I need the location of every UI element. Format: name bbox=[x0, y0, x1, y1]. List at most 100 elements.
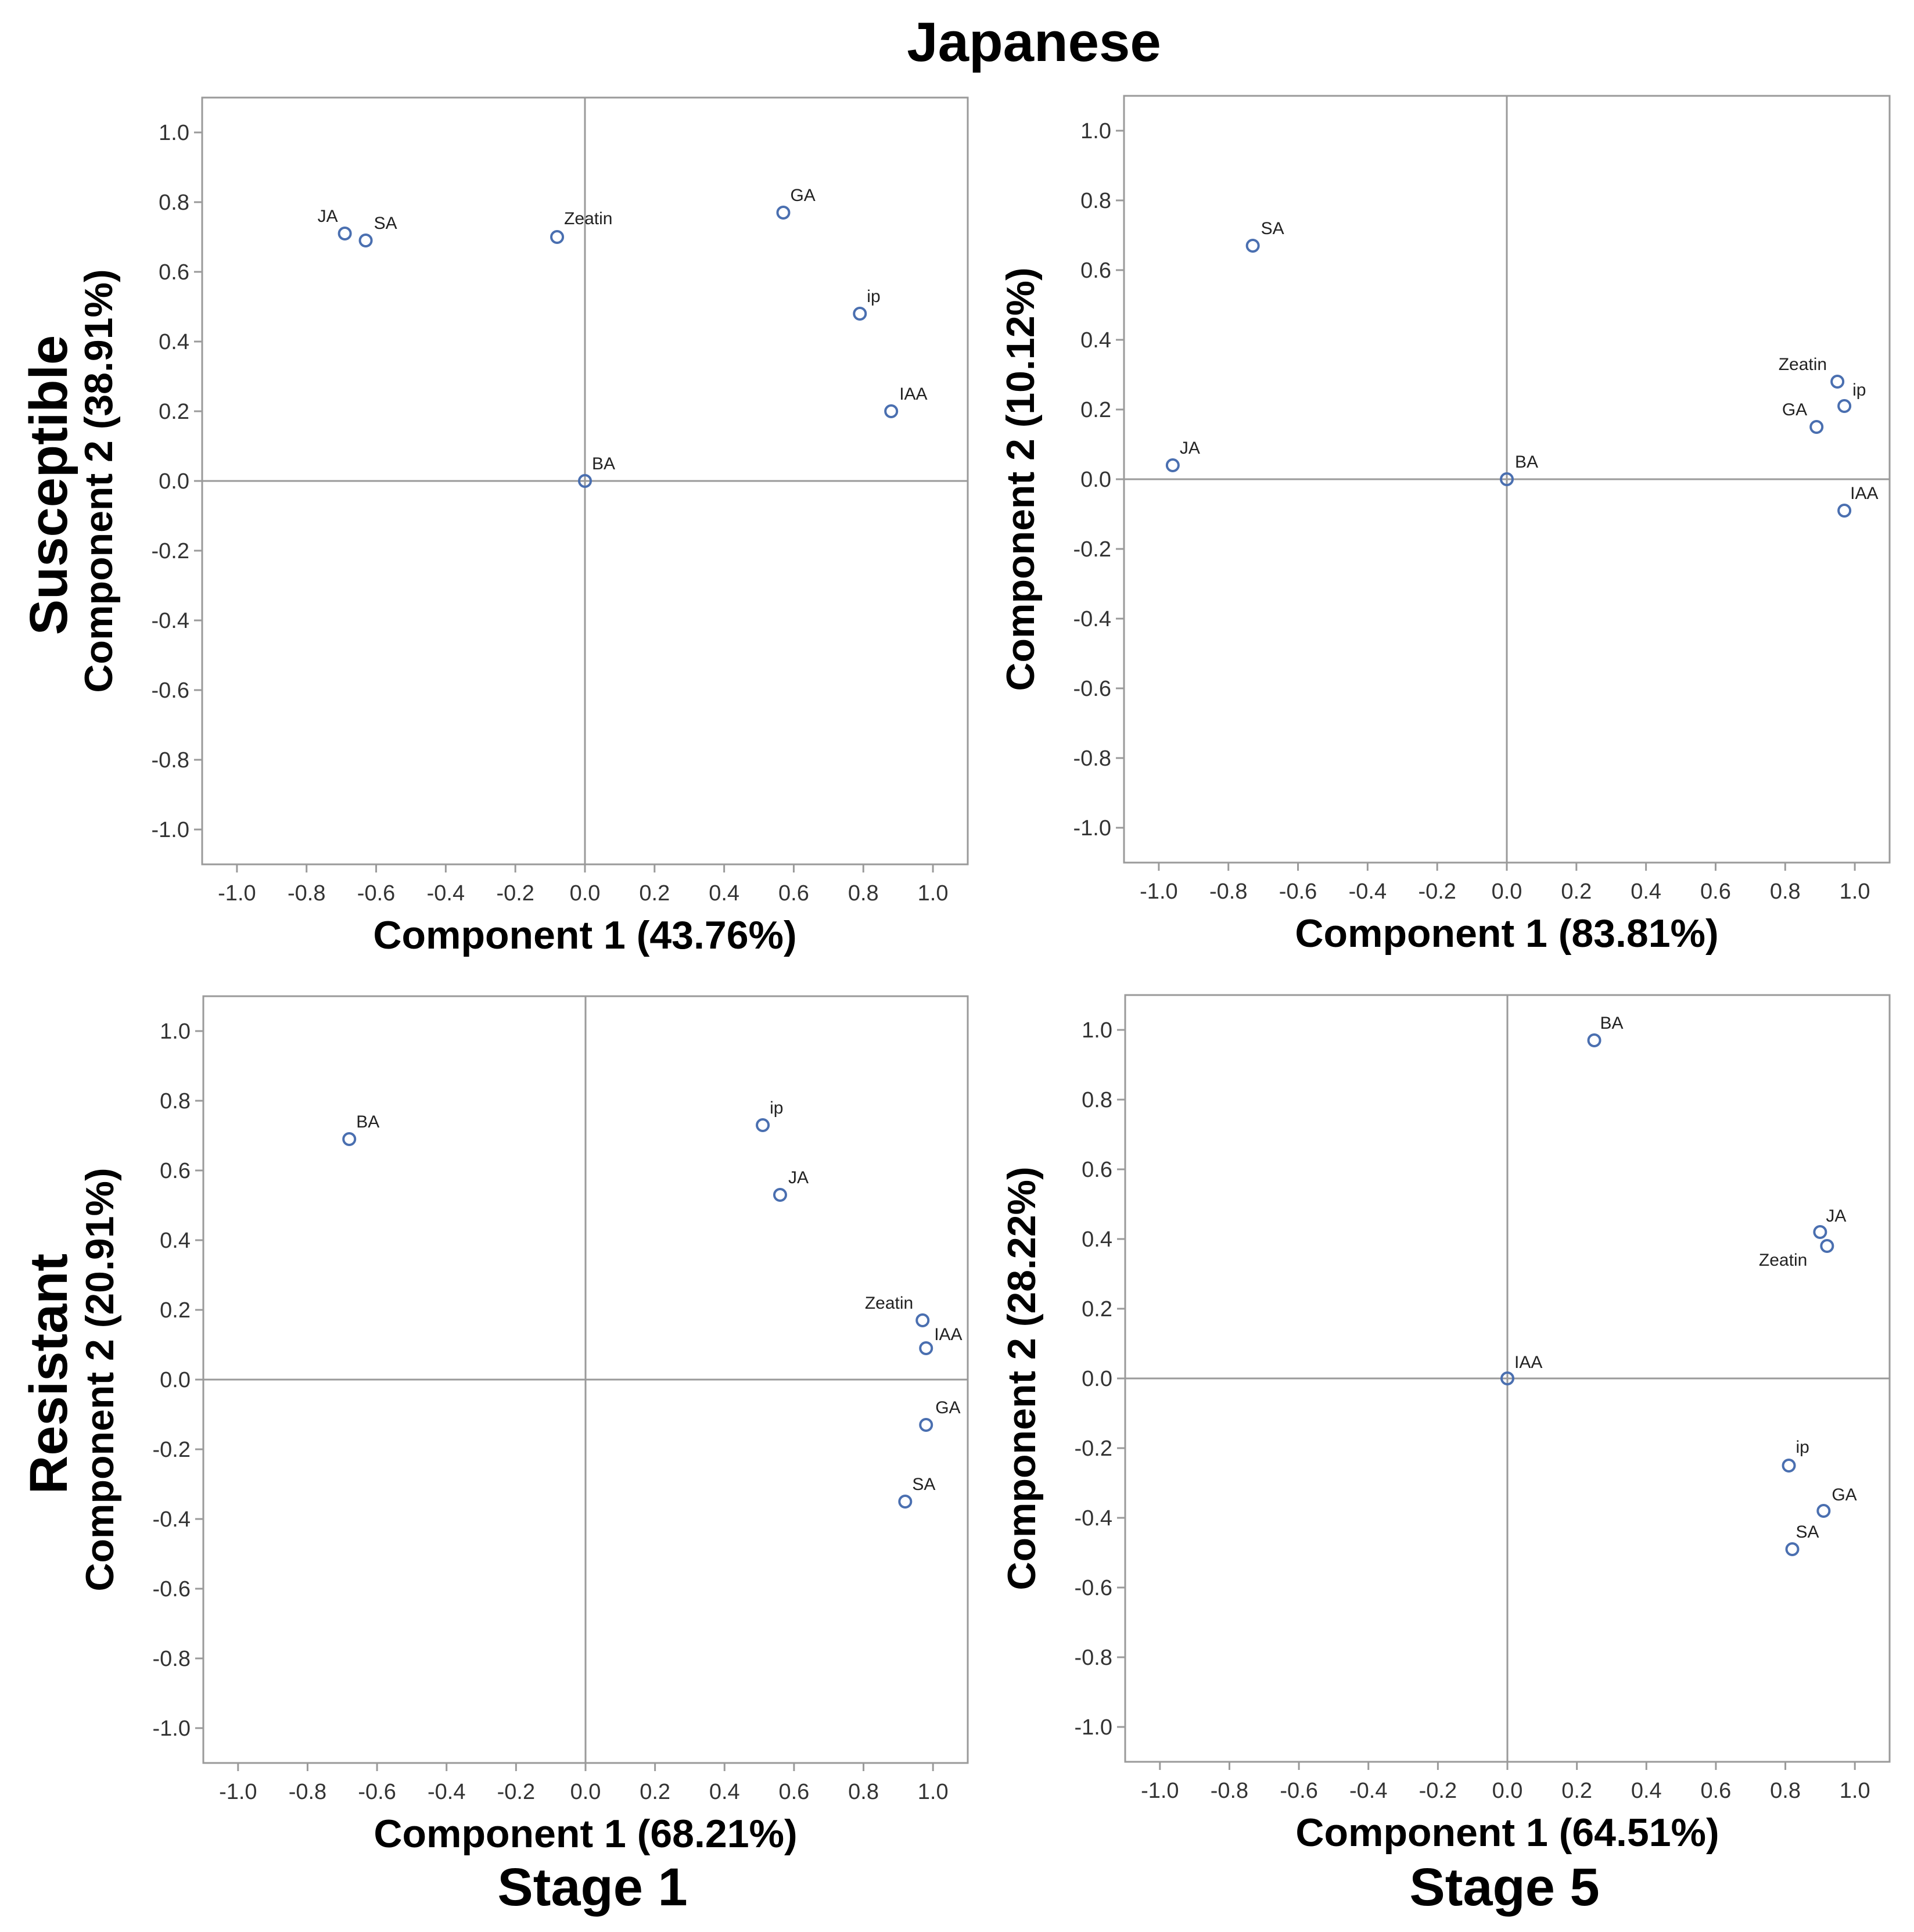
point-label-ja: JA bbox=[1826, 1206, 1846, 1226]
data-point-ga bbox=[919, 1418, 933, 1432]
data-point-ba bbox=[578, 474, 592, 488]
point-label-iaa: IAA bbox=[899, 385, 927, 404]
x-axis-label: Component 1 (83.81%) bbox=[1295, 911, 1718, 956]
y-axis-label: Component 2 (10.12%) bbox=[999, 267, 1043, 691]
y-tick-label: -0.6 bbox=[153, 1577, 191, 1601]
scatter-panel-top-left: -1.0 -0.8 -0.6 -0.4 -0.2 0.0 0.2 0.4 0.6 0.8 1.0 -1… bbox=[77, 96, 969, 957]
row-label-resistant: Resistant bbox=[19, 1254, 78, 1494]
data-point-iaa bbox=[1837, 504, 1852, 518]
y-tick-label: -0.2 bbox=[153, 1438, 191, 1462]
x-tick-label: 0.2 bbox=[1561, 1779, 1592, 1803]
data-point-ip bbox=[853, 307, 867, 321]
point-label-zeatin: Zeatin bbox=[564, 209, 612, 228]
point-label-zeatin: Zeatin bbox=[1759, 1251, 1807, 1270]
y-tick-label: 0.2 bbox=[1080, 398, 1111, 422]
y-tick-label: 0.4 bbox=[160, 1229, 191, 1253]
y-tick-label: 0.2 bbox=[159, 400, 189, 424]
x-tick-label: -0.4 bbox=[1349, 879, 1387, 904]
row-label-susceptible: Susceptible bbox=[19, 335, 78, 635]
y-tick-label: 1.0 bbox=[1082, 1018, 1112, 1043]
scatter-panel-top-right: -1.0 -0.8 -0.6 -0.4 -0.2 0.0 0.2 0.4 0.6 0.8 1.0 -1… bbox=[999, 95, 1891, 956]
point-label-sa: SA bbox=[1261, 219, 1284, 238]
point-label-ga: GA bbox=[1832, 1485, 1856, 1504]
y-tick-label: -0.8 bbox=[153, 1647, 191, 1671]
x-tick-label: -1.0 bbox=[1141, 1779, 1179, 1803]
col-label-stage-5: Stage 5 bbox=[1409, 1858, 1599, 1917]
y-tick-label: -0.6 bbox=[1075, 1576, 1112, 1600]
y-tick-label: -0.8 bbox=[1075, 1646, 1112, 1670]
y-tick-label: -0.6 bbox=[1073, 677, 1111, 701]
x-tick-label: 0.4 bbox=[1631, 1779, 1662, 1803]
y-tick-label: 0.6 bbox=[1082, 1158, 1112, 1182]
data-point-ip bbox=[1782, 1459, 1796, 1473]
x-tick-label: -0.6 bbox=[1280, 1779, 1317, 1803]
data-point-sa bbox=[1245, 239, 1260, 253]
x-tick-label: -1.0 bbox=[1140, 879, 1177, 904]
point-label-sa: SA bbox=[912, 1475, 935, 1494]
x-tick-label: -0.8 bbox=[1211, 1779, 1248, 1803]
col-label-stage-1: Stage 1 bbox=[497, 1858, 687, 1917]
y-tick-label: 0.4 bbox=[1080, 328, 1111, 353]
point-label-ba: BA bbox=[1600, 1014, 1624, 1033]
y-tick-label: 0.2 bbox=[160, 1298, 191, 1323]
point-label-iaa: IAA bbox=[1850, 484, 1878, 503]
y-tick-label: 0.0 bbox=[1080, 468, 1111, 492]
y-tick-label: -1.0 bbox=[153, 1716, 191, 1741]
x-tick-label: 0.2 bbox=[639, 881, 670, 906]
x-tick-label: -0.6 bbox=[358, 1780, 396, 1804]
x-axis-label: Component 1 (64.51%) bbox=[1295, 1811, 1719, 1855]
point-label-ba: BA bbox=[356, 1112, 379, 1132]
point-label-sa: SA bbox=[374, 214, 397, 233]
y-tick-label: -0.2 bbox=[1073, 537, 1111, 562]
y-tick-label: -1.0 bbox=[1073, 816, 1111, 841]
y-tick-label: 0.8 bbox=[159, 191, 189, 215]
data-point-iaa bbox=[884, 404, 899, 418]
y-tick-label: -0.8 bbox=[1073, 746, 1111, 771]
x-tick-label: 0.2 bbox=[1561, 879, 1592, 904]
y-tick-label: 0.6 bbox=[160, 1159, 191, 1183]
point-label-ja: JA bbox=[1180, 439, 1200, 458]
y-tick-label: -1.0 bbox=[1075, 1715, 1112, 1740]
point-label-ba: BA bbox=[1515, 453, 1538, 472]
y-axis-label: Component 2 (28.22%) bbox=[1000, 1166, 1044, 1590]
x-tick-label: 0.4 bbox=[709, 1780, 740, 1804]
data-point-sa bbox=[358, 234, 373, 247]
data-point-ga bbox=[1809, 420, 1824, 434]
data-point-zeatin bbox=[550, 230, 565, 244]
point-label-ga: GA bbox=[790, 186, 815, 205]
data-point-ja bbox=[773, 1188, 787, 1202]
point-label-ip: ip bbox=[1796, 1438, 1809, 1457]
y-tick-label: 0.2 bbox=[1082, 1297, 1112, 1321]
x-tick-label: 0.6 bbox=[778, 1780, 809, 1804]
data-point-ja bbox=[1813, 1225, 1827, 1239]
y-tick-label: -1.0 bbox=[152, 818, 189, 842]
data-point-ba bbox=[342, 1132, 357, 1146]
y-axis-label: Component 2 (38.91%) bbox=[77, 269, 121, 692]
y-tick-label: 0.0 bbox=[1082, 1367, 1112, 1391]
point-label-sa: SA bbox=[1796, 1522, 1819, 1542]
x-axis-label: Component 1 (43.76%) bbox=[373, 913, 796, 957]
y-tick-label: -0.2 bbox=[1075, 1437, 1112, 1461]
panels: -1.0 -0.8 -0.6 -0.4 -0.2 0.0 0.2 0.4 0.6 0.8 1.0 -1… bbox=[77, 95, 1891, 1856]
x-tick-label: -0.2 bbox=[496, 881, 534, 906]
data-point-sa bbox=[1785, 1542, 1800, 1556]
scatter-panel-bottom-right: -1.0 -0.8 -0.6 -0.4 -0.2 0.0 0.2 0.4 0.6 0.8 1.0 -1… bbox=[1000, 994, 1891, 1855]
data-point-ga bbox=[1816, 1504, 1831, 1518]
y-tick-label: -0.4 bbox=[1073, 607, 1111, 631]
point-label-iaa: IAA bbox=[934, 1325, 962, 1344]
data-point-ba bbox=[1500, 472, 1514, 486]
y-tick-label: 1.0 bbox=[1080, 119, 1111, 143]
point-label-ip: ip bbox=[1852, 380, 1866, 400]
x-tick-label: -0.4 bbox=[427, 881, 465, 906]
data-point-iaa bbox=[919, 1341, 933, 1355]
x-tick-label: 0.6 bbox=[778, 881, 809, 906]
point-label-ga: GA bbox=[1782, 400, 1807, 419]
y-tick-label: -0.8 bbox=[152, 748, 189, 773]
x-tick-label: -0.2 bbox=[1419, 1779, 1457, 1803]
y-tick-label: -0.4 bbox=[153, 1507, 191, 1532]
point-label-zeatin: Zeatin bbox=[865, 1294, 913, 1313]
x-axis-label: Component 1 (68.21%) bbox=[374, 1812, 797, 1856]
x-tick-label: 0.0 bbox=[1492, 879, 1522, 904]
x-tick-label: -0.2 bbox=[1418, 879, 1456, 904]
x-tick-label: 1.0 bbox=[1840, 879, 1870, 904]
